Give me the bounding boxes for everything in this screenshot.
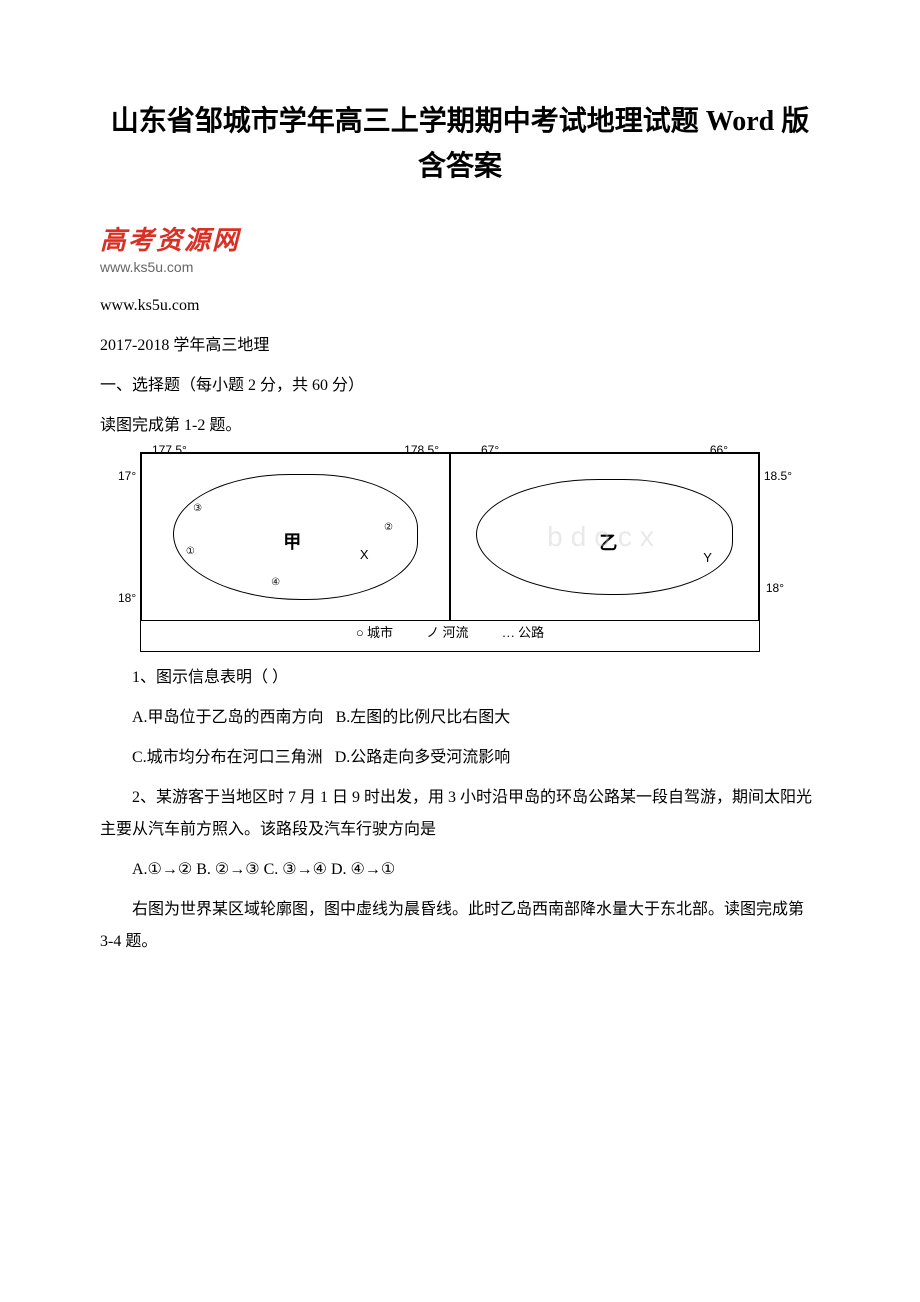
- point-y: Y: [703, 545, 712, 571]
- instruction-2: 右图为世界某区域轮廓图，图中虚线为晨昏线。此时乙岛西南部降水量大于东北部。读图完…: [100, 894, 820, 958]
- island-yi: 乙 Y: [476, 479, 734, 595]
- q1-stem: 1、图示信息表明（ ）: [100, 662, 820, 694]
- map-figure: 177.5° 178.5° 17° 18° 甲 X ③ ① ② ④ 67° 66…: [140, 452, 760, 652]
- q1-optB: B.左图的比例尺比右图大: [336, 709, 511, 726]
- lat-label: 18°: [766, 576, 784, 600]
- document-body: www.ks5u.com 2017-2018 学年高三地理 一、选择题（每小题 …: [100, 290, 820, 958]
- island-jia: 甲 X ③ ① ② ④: [173, 474, 419, 600]
- legend-city: ○ 城市: [356, 620, 393, 646]
- document-title: 山东省邹城市学年高三上学期期中考试地理试题 Word 版含答案: [100, 100, 820, 190]
- logo-url: www.ks5u.com: [100, 259, 820, 275]
- q2-stem: 2、某游客于当地区时 7 月 1 日 9 时出发，用 3 小时沿甲岛的环岛公路某…: [100, 782, 820, 846]
- lat-label: 18.5°: [764, 464, 792, 488]
- lon-label: 67°: [481, 438, 499, 462]
- q1-optA: A.甲岛位于乙岛的西南方向: [132, 709, 324, 726]
- legend-river: ノ 河流: [426, 620, 468, 646]
- lon-label: 66°: [710, 438, 728, 462]
- lon-label: 177.5°: [152, 438, 187, 462]
- legend-road: … 公路: [502, 620, 544, 646]
- map-panel-right: 67° 66° 18.5° 18° 乙 Y bdocx: [450, 453, 759, 621]
- url-line: www.ks5u.com: [100, 290, 820, 322]
- section-header: 一、选择题（每小题 2 分，共 60 分）: [100, 370, 820, 402]
- logo-block: 高考资源网 www.ks5u.com: [100, 220, 820, 275]
- lat-label: 18°: [118, 586, 136, 610]
- q2-options: A.①→② B. ②→③ C. ③→④ D. ④→①: [100, 854, 820, 886]
- q1-options-row2: C.城市均分布在河口三角洲 D.公路走向多受河流影响: [100, 742, 820, 774]
- q1-optC: C.城市均分布在河口三角洲: [132, 749, 323, 766]
- island-label-jia: 甲: [283, 524, 301, 560]
- lat-label: 17°: [118, 464, 136, 488]
- island-label-yi: 乙: [599, 525, 617, 561]
- lon-label: 178.5°: [404, 438, 439, 462]
- q1-optD: D.公路走向多受河流影响: [335, 749, 511, 766]
- point-x: X: [360, 542, 369, 568]
- subject-line: 2017-2018 学年高三地理: [100, 330, 820, 362]
- logo-text: 高考资源网: [100, 220, 820, 257]
- map-legend: ○ 城市 ノ 河流 … 公路: [141, 620, 759, 646]
- q1-options-row1: A.甲岛位于乙岛的西南方向 B.左图的比例尺比右图大: [100, 702, 820, 734]
- map-panel-left: 177.5° 178.5° 17° 18° 甲 X ③ ① ② ④: [141, 453, 450, 621]
